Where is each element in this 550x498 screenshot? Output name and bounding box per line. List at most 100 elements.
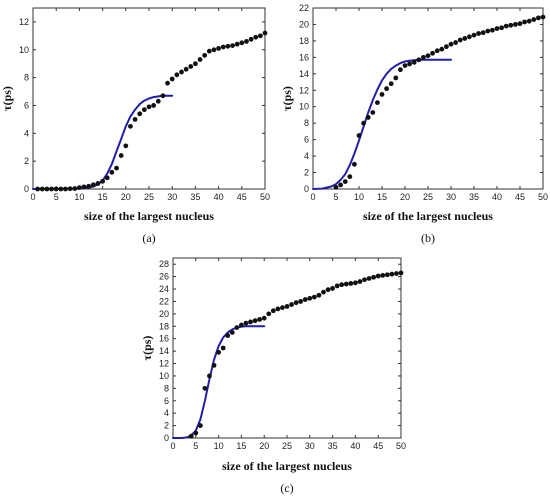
data-point bbox=[141, 107, 147, 113]
data-point bbox=[342, 179, 348, 184]
y-tick-label: 22 bbox=[159, 296, 169, 306]
y-tick-label: 2 bbox=[164, 421, 169, 431]
y-tick-label: 16 bbox=[159, 334, 169, 344]
data-point bbox=[86, 183, 92, 189]
data-point bbox=[220, 44, 226, 50]
data-point bbox=[225, 333, 231, 338]
data-point bbox=[202, 385, 208, 391]
x-tick-label: 10 bbox=[74, 192, 84, 202]
x-tick-label: 50 bbox=[538, 192, 548, 202]
data-point bbox=[243, 320, 249, 326]
data-point bbox=[471, 32, 477, 38]
data-point bbox=[293, 300, 299, 306]
y-tick-label: 6 bbox=[164, 396, 169, 406]
y-tick-label: 6 bbox=[24, 100, 29, 110]
data-point bbox=[485, 28, 491, 34]
y-tick-label: 2 bbox=[304, 168, 309, 178]
y-tick-label: 4 bbox=[24, 128, 29, 138]
data-point bbox=[302, 297, 308, 302]
data-point bbox=[165, 80, 170, 86]
x-tick-label: 0 bbox=[170, 441, 175, 451]
data-point bbox=[480, 30, 486, 36]
y-tick-label: 4 bbox=[304, 151, 309, 161]
data-point bbox=[462, 36, 468, 41]
plot-frame bbox=[312, 7, 544, 190]
data-point bbox=[343, 281, 349, 287]
data-point bbox=[421, 54, 426, 60]
data-point bbox=[348, 281, 354, 286]
data-point bbox=[39, 186, 45, 192]
data-point bbox=[325, 287, 331, 293]
chart-panel-1: 0 5 10 15 20 25 30 35 40 45 50 0 2 4 6 8 10 12 size of the… bbox=[0, 7, 270, 245]
data-point bbox=[183, 66, 189, 72]
data-point bbox=[394, 271, 399, 276]
data-point bbox=[490, 27, 495, 33]
x-tick-label: 0 bbox=[30, 192, 35, 202]
data-point bbox=[67, 186, 73, 192]
data-point bbox=[225, 43, 231, 49]
data-point bbox=[330, 286, 335, 291]
data-point bbox=[253, 34, 259, 40]
y-tick-label: 18 bbox=[159, 321, 169, 331]
x-tick-label: 45 bbox=[373, 441, 383, 451]
x-tick-label: 15 bbox=[236, 441, 246, 451]
data-point bbox=[365, 115, 371, 120]
data-point bbox=[248, 319, 253, 325]
data-point bbox=[499, 25, 504, 31]
data-point bbox=[280, 305, 285, 311]
data-point bbox=[362, 277, 367, 283]
data-point bbox=[411, 59, 417, 65]
x-tick-label: 25 bbox=[282, 441, 292, 451]
y-tick-label: 2 bbox=[24, 156, 29, 166]
data-point bbox=[388, 81, 394, 87]
x-tick-label: 20 bbox=[121, 192, 131, 202]
data-point bbox=[338, 182, 343, 188]
data-point bbox=[262, 30, 268, 36]
y-tick-label: 28 bbox=[159, 259, 169, 269]
data-point bbox=[467, 34, 472, 40]
y-tick-label: 12 bbox=[19, 17, 29, 27]
data-point bbox=[347, 174, 353, 180]
fit-curve-line bbox=[172, 325, 266, 439]
data-point bbox=[151, 103, 157, 108]
data-point bbox=[220, 345, 226, 351]
data-point bbox=[284, 304, 290, 309]
data-point bbox=[517, 21, 523, 27]
data-point bbox=[333, 184, 339, 190]
x-tick-label: 20 bbox=[400, 192, 410, 202]
x-tick-label: 35 bbox=[469, 192, 479, 202]
data-point bbox=[508, 22, 514, 28]
data-point bbox=[77, 185, 82, 191]
data-point bbox=[58, 186, 64, 192]
x-tick-label: 40 bbox=[492, 192, 502, 202]
data-point bbox=[444, 44, 449, 50]
data-point bbox=[275, 306, 281, 312]
data-point bbox=[193, 61, 198, 67]
x-tick-label: 35 bbox=[328, 441, 338, 451]
data-point bbox=[44, 186, 50, 192]
data-point bbox=[216, 349, 222, 355]
data-point bbox=[188, 433, 194, 439]
data-point bbox=[503, 23, 509, 29]
data-point bbox=[257, 317, 263, 322]
data-point bbox=[416, 57, 422, 63]
y-tick-label: 8 bbox=[164, 383, 169, 393]
data-point bbox=[384, 86, 389, 92]
data-point bbox=[239, 322, 244, 328]
x-tick-label: 50 bbox=[260, 192, 270, 202]
data-point bbox=[457, 37, 463, 43]
data-point bbox=[261, 315, 267, 321]
y-tick-label: 22 bbox=[299, 3, 309, 13]
x-tick-label: 0 bbox=[310, 192, 315, 202]
y-tick-label: 14 bbox=[299, 69, 309, 79]
data-point bbox=[298, 299, 304, 304]
data-point bbox=[207, 373, 212, 379]
y-axis-label: τ(ps) bbox=[280, 86, 294, 111]
x-tick-label: 35 bbox=[190, 192, 200, 202]
data-point bbox=[155, 98, 161, 104]
y-tick-label: 0 bbox=[304, 184, 309, 194]
x-tick-label: 10 bbox=[214, 441, 224, 451]
data-point bbox=[174, 72, 180, 78]
y-tick-label: 16 bbox=[299, 52, 309, 62]
